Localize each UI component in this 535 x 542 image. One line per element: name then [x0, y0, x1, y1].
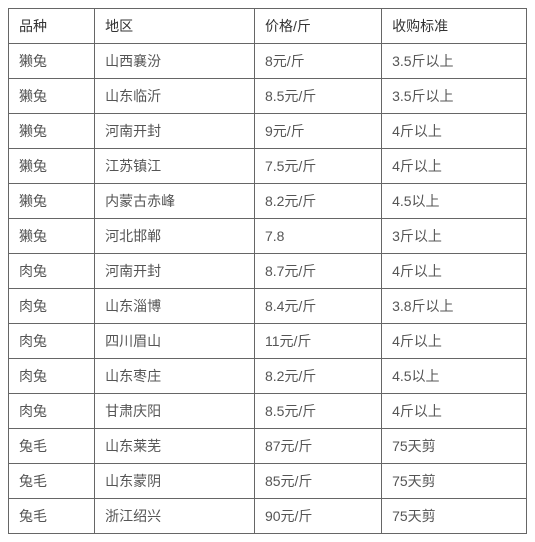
table-cell: 肉兔	[9, 254, 95, 289]
table-cell: 9元/斤	[254, 114, 381, 149]
price-table: 品种 地区 价格/斤 收购标准 獭兔山西襄汾8元/斤3.5斤以上獭兔山东临沂8.…	[8, 8, 527, 534]
table-cell: 山东枣庄	[95, 359, 255, 394]
table-cell: 8元/斤	[254, 44, 381, 79]
table-body: 獭兔山西襄汾8元/斤3.5斤以上獭兔山东临沂8.5元/斤3.5斤以上獭兔河南开封…	[9, 44, 527, 534]
table-cell: 8.7元/斤	[254, 254, 381, 289]
table-cell: 8.2元/斤	[254, 359, 381, 394]
table-cell: 獭兔	[9, 219, 95, 254]
table-cell: 兔毛	[9, 499, 95, 534]
table-cell: 獭兔	[9, 184, 95, 219]
table-cell: 4斤以上	[382, 394, 527, 429]
header-row: 品种 地区 价格/斤 收购标准	[9, 9, 527, 44]
table-cell: 4.5以上	[382, 184, 527, 219]
table-cell: 8.5元/斤	[254, 394, 381, 429]
table-cell: 87元/斤	[254, 429, 381, 464]
table-row: 獭兔河北邯郸7.83斤以上	[9, 219, 527, 254]
table-cell: 山东莱芜	[95, 429, 255, 464]
table-cell: 75天剪	[382, 464, 527, 499]
table-cell: 山东临沂	[95, 79, 255, 114]
table-row: 肉兔河南开封8.7元/斤4斤以上	[9, 254, 527, 289]
table-cell: 山东淄博	[95, 289, 255, 324]
col-header-region: 地区	[95, 9, 255, 44]
table-row: 肉兔山东枣庄8.2元/斤4.5以上	[9, 359, 527, 394]
table-cell: 4斤以上	[382, 149, 527, 184]
table-row: 獭兔江苏镇江7.5元/斤4斤以上	[9, 149, 527, 184]
table-cell: 8.4元/斤	[254, 289, 381, 324]
table-cell: 肉兔	[9, 289, 95, 324]
table-cell: 75天剪	[382, 429, 527, 464]
table-cell: 11元/斤	[254, 324, 381, 359]
col-header-price: 价格/斤	[254, 9, 381, 44]
table-row: 獭兔山东临沂8.5元/斤3.5斤以上	[9, 79, 527, 114]
table-row: 肉兔甘肃庆阳8.5元/斤4斤以上	[9, 394, 527, 429]
table-cell: 4.5以上	[382, 359, 527, 394]
table-cell: 8.2元/斤	[254, 184, 381, 219]
table-cell: 4斤以上	[382, 114, 527, 149]
table-cell: 7.8	[254, 219, 381, 254]
table-cell: 四川眉山	[95, 324, 255, 359]
table-row: 獭兔山西襄汾8元/斤3.5斤以上	[9, 44, 527, 79]
table-cell: 肉兔	[9, 359, 95, 394]
table-row: 獭兔内蒙古赤峰8.2元/斤4.5以上	[9, 184, 527, 219]
table-cell: 3.5斤以上	[382, 79, 527, 114]
table-cell: 75天剪	[382, 499, 527, 534]
table-cell: 山东蒙阴	[95, 464, 255, 499]
table-cell: 内蒙古赤峰	[95, 184, 255, 219]
table-row: 肉兔山东淄博8.4元/斤3.8斤以上	[9, 289, 527, 324]
table-cell: 7.5元/斤	[254, 149, 381, 184]
table-row: 兔毛山东莱芜87元/斤75天剪	[9, 429, 527, 464]
table-cell: 兔毛	[9, 464, 95, 499]
table-cell: 河南开封	[95, 254, 255, 289]
table-row: 獭兔河南开封9元/斤4斤以上	[9, 114, 527, 149]
table-cell: 4斤以上	[382, 324, 527, 359]
table-cell: 河南开封	[95, 114, 255, 149]
table-row: 肉兔四川眉山11元/斤4斤以上	[9, 324, 527, 359]
table-row: 兔毛山东蒙阴85元/斤75天剪	[9, 464, 527, 499]
table-cell: 獭兔	[9, 44, 95, 79]
table-cell: 河北邯郸	[95, 219, 255, 254]
table-cell: 獭兔	[9, 79, 95, 114]
table-cell: 85元/斤	[254, 464, 381, 499]
table-cell: 3.8斤以上	[382, 289, 527, 324]
table-cell: 甘肃庆阳	[95, 394, 255, 429]
table-cell: 8.5元/斤	[254, 79, 381, 114]
table-cell: 肉兔	[9, 324, 95, 359]
table-cell: 浙江绍兴	[95, 499, 255, 534]
table-cell: 獭兔	[9, 114, 95, 149]
table-row: 兔毛浙江绍兴90元/斤75天剪	[9, 499, 527, 534]
table-cell: 3斤以上	[382, 219, 527, 254]
col-header-breed: 品种	[9, 9, 95, 44]
table-header: 品种 地区 价格/斤 收购标准	[9, 9, 527, 44]
col-header-standard: 收购标准	[382, 9, 527, 44]
table-cell: 江苏镇江	[95, 149, 255, 184]
table-cell: 3.5斤以上	[382, 44, 527, 79]
table-cell: 肉兔	[9, 394, 95, 429]
table-cell: 山西襄汾	[95, 44, 255, 79]
table-cell: 4斤以上	[382, 254, 527, 289]
table-cell: 獭兔	[9, 149, 95, 184]
table-cell: 90元/斤	[254, 499, 381, 534]
table-cell: 兔毛	[9, 429, 95, 464]
